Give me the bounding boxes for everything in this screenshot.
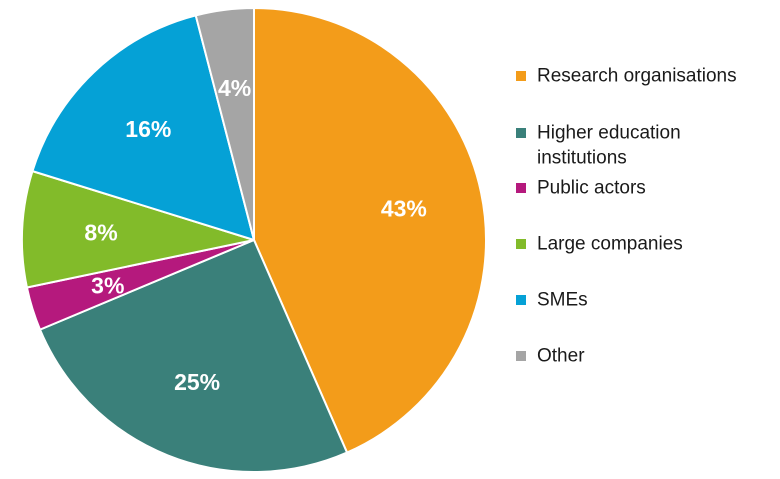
pie-slice-large-companies xyxy=(21,170,255,289)
slice-value-label: 43% xyxy=(381,196,427,222)
pie-slice-smes xyxy=(31,14,255,241)
legend-swatch xyxy=(516,295,526,305)
legend-item: Other xyxy=(516,346,585,367)
legend-item: Research organisations xyxy=(516,66,737,87)
slice-value-label: 3% xyxy=(91,272,124,298)
legend-item: Higher education institutions xyxy=(516,123,681,169)
legend-label: Other xyxy=(537,346,585,367)
legend-swatch xyxy=(516,71,526,81)
legend: Research organisations Higher education in… xyxy=(516,66,737,367)
legend-label: Public actors xyxy=(537,178,646,199)
slice-value-label: 8% xyxy=(84,220,117,246)
legend-label: Higher education xyxy=(537,123,681,144)
legend-label: Research organisations xyxy=(537,66,737,87)
legend-label: Large companies xyxy=(537,234,683,255)
legend-swatch xyxy=(516,239,526,249)
legend-label: SMEs xyxy=(537,290,588,311)
pie-slice-labels: 43% 25% 3% 8% 16% 4% xyxy=(84,75,426,395)
legend-item: Large companies xyxy=(516,234,683,255)
legend-swatch xyxy=(516,183,526,193)
slice-value-label: 16% xyxy=(125,116,171,142)
legend-label: institutions xyxy=(537,148,627,169)
legend-swatch xyxy=(516,128,526,138)
pie-slice-research-organisations xyxy=(253,7,487,454)
pie-slices xyxy=(21,7,487,473)
slice-value-label: 4% xyxy=(218,75,251,101)
legend-item: SMEs xyxy=(516,290,588,311)
legend-swatch xyxy=(516,351,526,361)
slice-value-label: 25% xyxy=(174,369,220,395)
pie-slice-other xyxy=(194,7,255,241)
legend-item: Public actors xyxy=(516,178,646,199)
